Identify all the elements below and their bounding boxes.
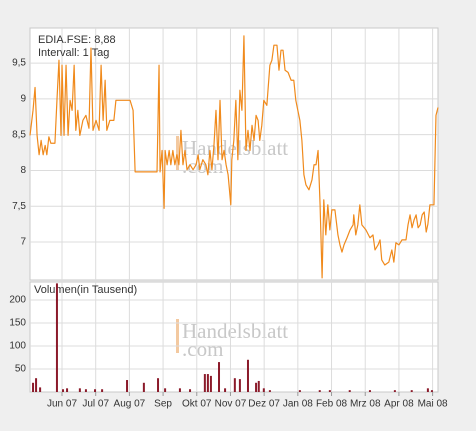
watermark-text: Handelsblatt (182, 136, 288, 160)
chart-subtitle: Intervall: 1 Tag (38, 47, 109, 59)
volume-bar (268, 390, 271, 392)
volume-bar (164, 388, 167, 392)
x-tick-label: Sep (154, 399, 172, 410)
volume-bar (233, 378, 236, 392)
volume-bar (32, 382, 35, 392)
volume-bar (393, 390, 396, 392)
volume-bar (318, 390, 321, 392)
watermark-text: .com (182, 337, 223, 361)
volume-bar (262, 388, 265, 392)
volume-bar (101, 389, 104, 392)
volume-bar (246, 359, 249, 392)
x-tick-label: Mrz 08 (350, 399, 381, 410)
x-tick-label: Nov 07 (215, 399, 247, 410)
volume-bar (410, 390, 413, 392)
volume-bar (206, 374, 209, 392)
volume-bar (298, 390, 301, 392)
y-tick-label: 150 (9, 318, 26, 329)
volume-bar (35, 378, 38, 392)
volume-bar (238, 379, 241, 392)
volume-bar (426, 388, 429, 392)
volume-bar (430, 390, 433, 392)
volume-title: Volumen(in Tausend) (34, 284, 137, 296)
x-tick-label: Aug 07 (114, 399, 146, 410)
volume-bar (209, 375, 212, 392)
volume-bar (94, 389, 97, 392)
volume-bar (39, 387, 42, 392)
y-tick-label: 8,5 (12, 129, 26, 140)
volume-bar (368, 390, 371, 392)
volume-bar (55, 283, 58, 392)
volume-bar (218, 362, 221, 392)
volume-bar (142, 382, 145, 392)
x-tick-label: Apr 08 (384, 399, 414, 410)
y-tick-label: 200 (9, 295, 26, 306)
volume-bar (62, 389, 65, 392)
y-tick-label: 9 (20, 94, 26, 105)
volume-bar (66, 388, 69, 392)
y-tick-label: 9,5 (12, 58, 26, 69)
y-tick-label: 7,5 (12, 201, 26, 212)
volume-bar (203, 374, 206, 392)
volume-bar (84, 389, 87, 392)
volume-bar (224, 388, 227, 392)
x-tick-label: Feb 08 (316, 399, 348, 410)
volume-bar (126, 380, 129, 392)
volume-bar (257, 380, 260, 392)
y-tick-label: 100 (9, 341, 26, 352)
volume-bar (255, 382, 258, 392)
x-tick-label: Dez 07 (248, 399, 280, 410)
volume-bar (348, 390, 351, 392)
x-tick-label: Jan 08 (283, 399, 313, 410)
watermark-bar (176, 136, 179, 170)
volume-bar (189, 389, 192, 392)
watermark-text: .com (182, 154, 223, 178)
y-tick-label: 7 (20, 237, 26, 248)
volume-bar (328, 390, 331, 392)
volume-bar (78, 388, 81, 392)
price-line (29, 35, 439, 279)
volume-bar (178, 388, 181, 392)
x-tick-label: Okt 07 (182, 399, 212, 410)
y-tick-label: 8 (20, 165, 26, 176)
chart-title: EDIA.FSE: 8,88 (38, 34, 116, 46)
watermark-bar (176, 319, 179, 353)
y-tick-label: 50 (15, 364, 27, 375)
volume-bar (157, 378, 160, 392)
x-tick-label: Jul 07 (82, 399, 109, 410)
x-tick-label: Jun 07 (47, 399, 77, 410)
x-tick-label: Mai 08 (418, 399, 448, 410)
